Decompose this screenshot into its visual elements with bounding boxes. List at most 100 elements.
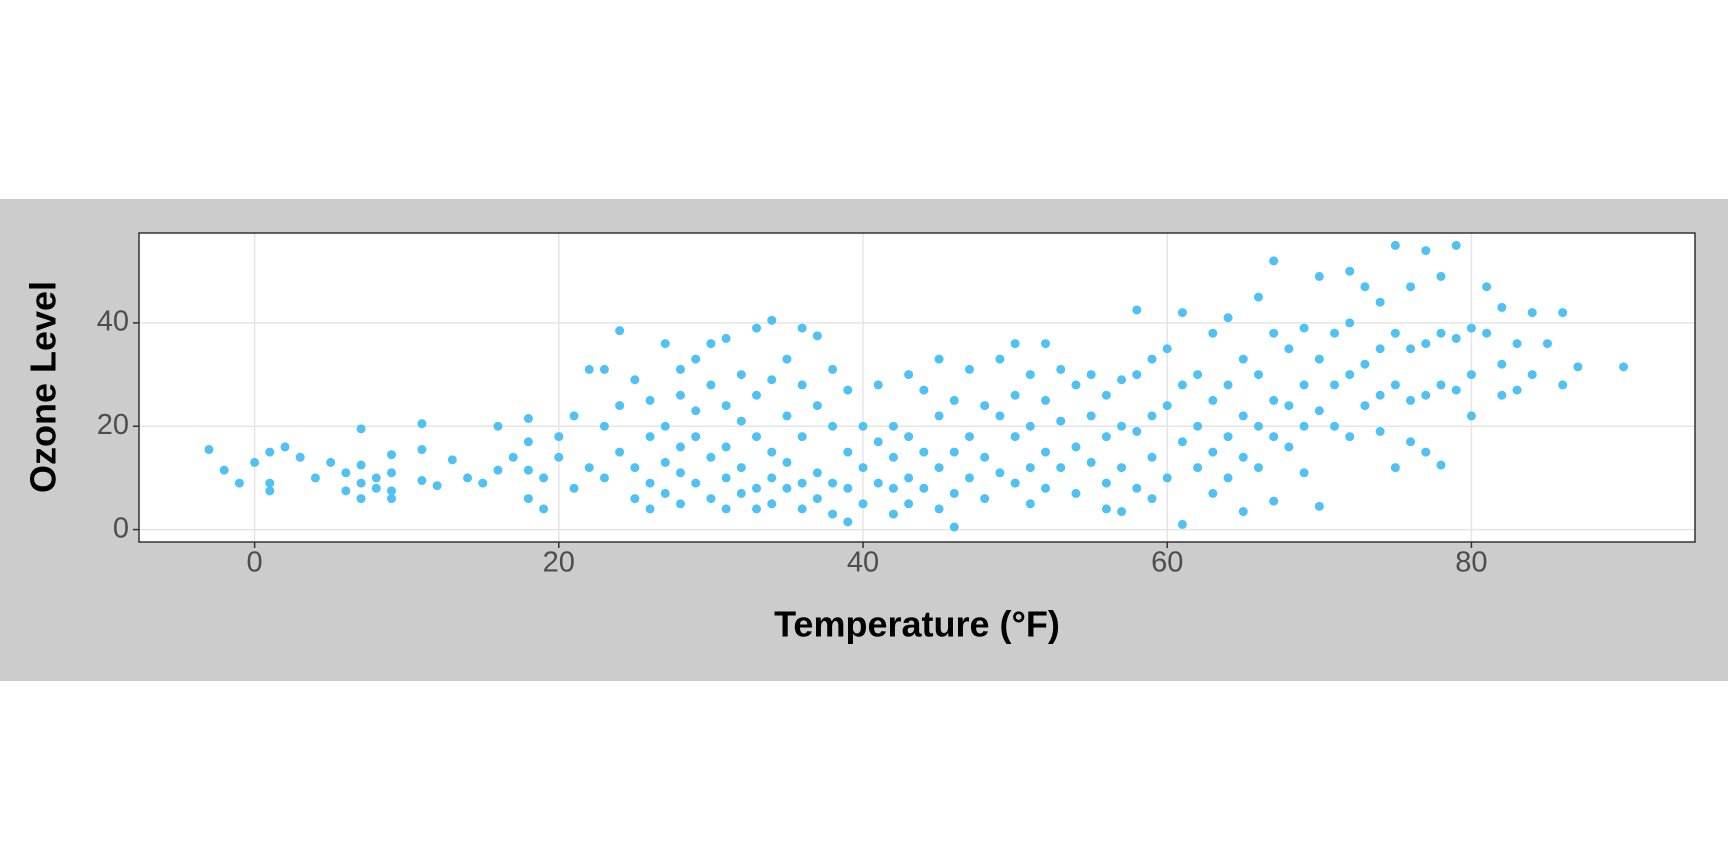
point [691, 432, 701, 442]
point [1451, 385, 1461, 395]
point [584, 364, 594, 374]
point [752, 483, 762, 493]
point [1041, 339, 1051, 349]
point [1238, 354, 1248, 364]
point [858, 499, 868, 509]
point [1314, 271, 1324, 281]
point [1314, 406, 1324, 416]
point [1253, 292, 1263, 302]
point [1299, 421, 1309, 431]
point [721, 401, 731, 411]
point [1390, 240, 1400, 250]
point [341, 486, 351, 496]
y-tick-label: 40 [97, 306, 129, 338]
point [265, 486, 275, 496]
point [1497, 302, 1507, 312]
point [1345, 318, 1355, 328]
point [1010, 339, 1020, 349]
point [721, 473, 731, 483]
point [1162, 473, 1172, 483]
point [767, 473, 777, 483]
point [797, 323, 807, 333]
point [1269, 432, 1279, 442]
point [675, 364, 685, 374]
point [1436, 271, 1446, 281]
point [1010, 478, 1020, 488]
point [660, 339, 670, 349]
point [1101, 432, 1111, 442]
point [873, 380, 883, 390]
point [250, 457, 260, 467]
point [1147, 411, 1157, 421]
point [508, 452, 518, 462]
point [1132, 483, 1142, 493]
point [812, 468, 822, 478]
point [904, 499, 914, 509]
point [949, 522, 959, 532]
point [1527, 308, 1537, 318]
point [964, 364, 974, 374]
point [949, 488, 959, 498]
point [447, 455, 457, 465]
point [660, 457, 670, 467]
x-tick-label: 40 [847, 547, 879, 579]
point [1482, 328, 1492, 338]
point [386, 450, 396, 460]
point [752, 390, 762, 400]
point [888, 452, 898, 462]
point [1497, 359, 1507, 369]
point [1025, 463, 1035, 473]
point [1269, 496, 1279, 506]
point [478, 478, 488, 488]
point [752, 504, 762, 514]
point [310, 473, 320, 483]
point [1375, 297, 1385, 307]
point [539, 504, 549, 514]
point [919, 447, 929, 457]
y-axis-title: Ozone Level [23, 281, 64, 493]
point [1117, 375, 1127, 385]
point [1223, 473, 1233, 483]
point [675, 390, 685, 400]
point [1177, 437, 1187, 447]
point [1466, 370, 1476, 380]
point [1390, 463, 1400, 473]
point [843, 483, 853, 493]
point [752, 323, 762, 333]
point [858, 463, 868, 473]
point [630, 375, 640, 385]
point [219, 465, 229, 475]
point [1466, 411, 1476, 421]
point [1390, 380, 1400, 390]
point [1299, 380, 1309, 390]
point [615, 401, 625, 411]
point [1436, 328, 1446, 338]
point [736, 463, 746, 473]
point [767, 499, 777, 509]
point [599, 421, 609, 431]
point [1482, 282, 1492, 292]
point [1193, 463, 1203, 473]
point [919, 483, 929, 493]
point [1375, 344, 1385, 354]
point [630, 463, 640, 473]
point [1512, 339, 1522, 349]
point [523, 494, 533, 504]
point [752, 432, 762, 442]
point [1177, 380, 1187, 390]
point [1208, 488, 1218, 498]
point [1421, 390, 1431, 400]
point [721, 442, 731, 452]
point [1558, 308, 1568, 318]
point [980, 452, 990, 462]
point [782, 411, 792, 421]
point [934, 354, 944, 364]
point [1253, 370, 1263, 380]
axes: 0 20 40 60 80 0 20 40 [97, 306, 1488, 579]
point [599, 364, 609, 374]
point [1162, 344, 1172, 354]
point [1025, 370, 1035, 380]
point [645, 504, 655, 514]
point [706, 380, 716, 390]
